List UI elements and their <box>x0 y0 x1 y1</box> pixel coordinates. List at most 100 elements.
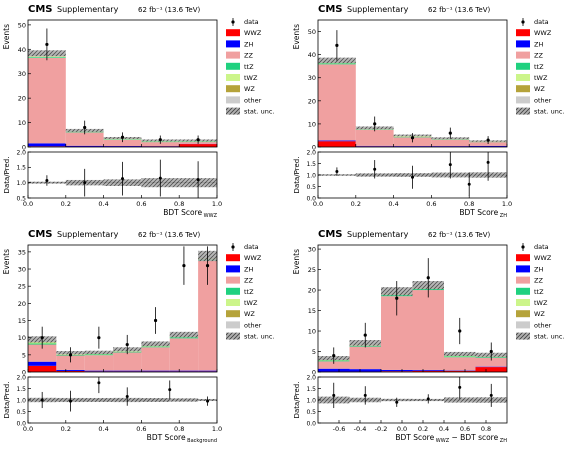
legend-swatch-zz <box>516 276 530 284</box>
legend-label-other: other <box>534 96 552 104</box>
ratio-y-tick-label-3: 1.0 <box>16 397 26 404</box>
legend-label-zz: ZZ <box>244 277 253 285</box>
data-point-2 <box>83 125 87 130</box>
bar-wwz-bin-4 <box>412 370 444 372</box>
x-tick-label-2: 0.2 <box>61 200 71 208</box>
legend-entry-data: data <box>231 18 259 26</box>
ratio-point-6 <box>486 160 490 164</box>
bar-zh-bin-3 <box>381 369 413 372</box>
y-tick-label-3: 10 <box>308 328 316 336</box>
legend-swatch-ttz <box>516 287 530 295</box>
y-tick-label-5: 20 <box>308 287 316 295</box>
y-tick-label-6: 50 <box>308 28 316 36</box>
legend-swatch-wwz <box>226 254 240 262</box>
legend-label-zh: ZH <box>534 40 543 48</box>
legend-data-marker <box>521 245 525 249</box>
y-tick-label-5: 40 <box>18 46 26 54</box>
ratio-point-4 <box>426 397 430 401</box>
x-tick-label-1: -0.6 <box>333 425 346 433</box>
ratio-point-1 <box>335 170 339 174</box>
legend-label-twz: tWZ <box>534 299 548 307</box>
x-tick-label-5: 0.2 <box>418 425 428 433</box>
x-axis-label-sub: WWZ <box>434 438 449 444</box>
main-axes-frame <box>317 244 508 373</box>
lumi-label: 62 fb⁻¹ (13.6 TeV) <box>428 231 490 239</box>
data-point-4 <box>448 131 452 135</box>
ratio-point-4 <box>448 163 452 167</box>
data-point-3 <box>410 136 415 140</box>
bar-zz-bin-1 <box>28 57 66 144</box>
legend-entry-data: data <box>521 18 549 26</box>
bar-wwz-bin-2 <box>56 370 85 372</box>
bar-zz-bin-1 <box>318 361 350 369</box>
bar-ttz-bin-1 <box>318 63 356 65</box>
legend-swatch-wz <box>516 85 530 93</box>
bar-ttz-bin-5 <box>141 346 170 348</box>
legend-label-wwz: WWZ <box>244 29 262 37</box>
y-tick-label-7: 30 <box>308 246 316 254</box>
legend-label-ttz: ttZ <box>244 63 254 71</box>
legend-label-twz: tWZ <box>244 74 258 82</box>
ratio-y-tick-label-4: 2.0 <box>16 149 26 156</box>
ratio-point-5 <box>196 178 200 182</box>
bar-zz-bin-1 <box>318 64 356 141</box>
legend-entry-other: other <box>226 96 262 104</box>
y-tick-label-6: 25 <box>308 266 316 274</box>
y-tick-label-1: 0 <box>22 369 26 377</box>
legend-swatch-ttz <box>226 62 240 70</box>
ratio-y-tick-label-1: 0.0 <box>16 420 26 427</box>
legend-entry-wwz: WWZ <box>516 254 552 262</box>
x-tick-label-1: 0.0 <box>23 425 33 433</box>
ratio-y-axis-label: Data/Pred. <box>3 157 11 194</box>
x-tick-label-6: 1.0 <box>212 425 222 433</box>
ratio-y-tick-label-4: 1.5 <box>306 161 316 168</box>
supplementary-label: Supplementary <box>347 230 409 239</box>
x-tick-label-4: 0.6 <box>426 200 436 208</box>
legend-entry-ttz: ttZ <box>516 287 544 296</box>
ratio-point-2 <box>69 399 73 403</box>
bar-ttz-bin-3 <box>84 354 114 356</box>
y-tick-label-3: 20 <box>18 95 26 103</box>
legend-label-other: other <box>244 321 262 329</box>
experiment-label: CMS <box>318 4 343 15</box>
legend-swatch-other <box>226 96 240 104</box>
bar-zh-bin-1 <box>318 368 350 372</box>
legend-entry-unc: stat. unc. <box>516 332 564 341</box>
legend-label-zz: ZZ <box>534 52 543 60</box>
bar-wwz-bin-5 <box>179 144 217 147</box>
legend-swatch-unc <box>516 332 530 340</box>
supplementary-label: Supplementary <box>57 5 119 14</box>
unc-band-bin-6 <box>169 331 199 338</box>
ratio-point-4 <box>158 176 162 180</box>
ratio-y-axis-label: Data/Pred. <box>293 382 301 419</box>
bar-wwz-bin-1 <box>318 141 356 147</box>
ratio-y-axis-label: Data/Pred. <box>293 157 301 194</box>
legend-swatch-wz <box>226 310 240 318</box>
ratio-y-tick-label-1: 0.0 <box>306 420 316 427</box>
bar-ttz-bin-5 <box>444 356 476 358</box>
legend-data-marker <box>231 245 235 249</box>
legend-label-zz: ZZ <box>534 277 543 285</box>
lumi-label: 62 fb⁻¹ (13.6 TeV) <box>428 6 490 14</box>
legend-label-zz: ZZ <box>244 52 253 60</box>
x-axis-label-main: BDT Score <box>459 208 498 217</box>
bar-wwz-bin-6 <box>475 367 507 372</box>
bar-zh-bin-2 <box>349 369 381 372</box>
legend-swatch-zz <box>516 51 530 59</box>
x-tick-label-3: 0.4 <box>98 200 108 208</box>
ratio-y-tick-label-3: 1.0 <box>306 397 316 404</box>
experiment-label: CMS <box>28 4 53 15</box>
bar-zh-bin-6 <box>169 370 199 372</box>
data-point-2 <box>373 122 377 126</box>
bar-zz-bin-5 <box>444 357 476 371</box>
unc-band-bin-5 <box>141 341 170 347</box>
legend-entry-wwz: WWZ <box>226 29 262 37</box>
bar-zh-bin-1 <box>28 361 57 366</box>
bar-wwz-bin-1 <box>28 365 57 372</box>
legend-label-wwz: WWZ <box>534 254 552 262</box>
ratio-y-tick-label-2: 0.5 <box>306 184 316 191</box>
chart-panel-3: CMS Supplementary 62 fb⁻¹ (13.6 TeV) 0 5 10 15… <box>2 229 274 444</box>
x-tick-label-3: 0.4 <box>98 425 108 433</box>
data-point-6 <box>182 263 186 268</box>
bar-zh-bin-3 <box>84 370 114 372</box>
